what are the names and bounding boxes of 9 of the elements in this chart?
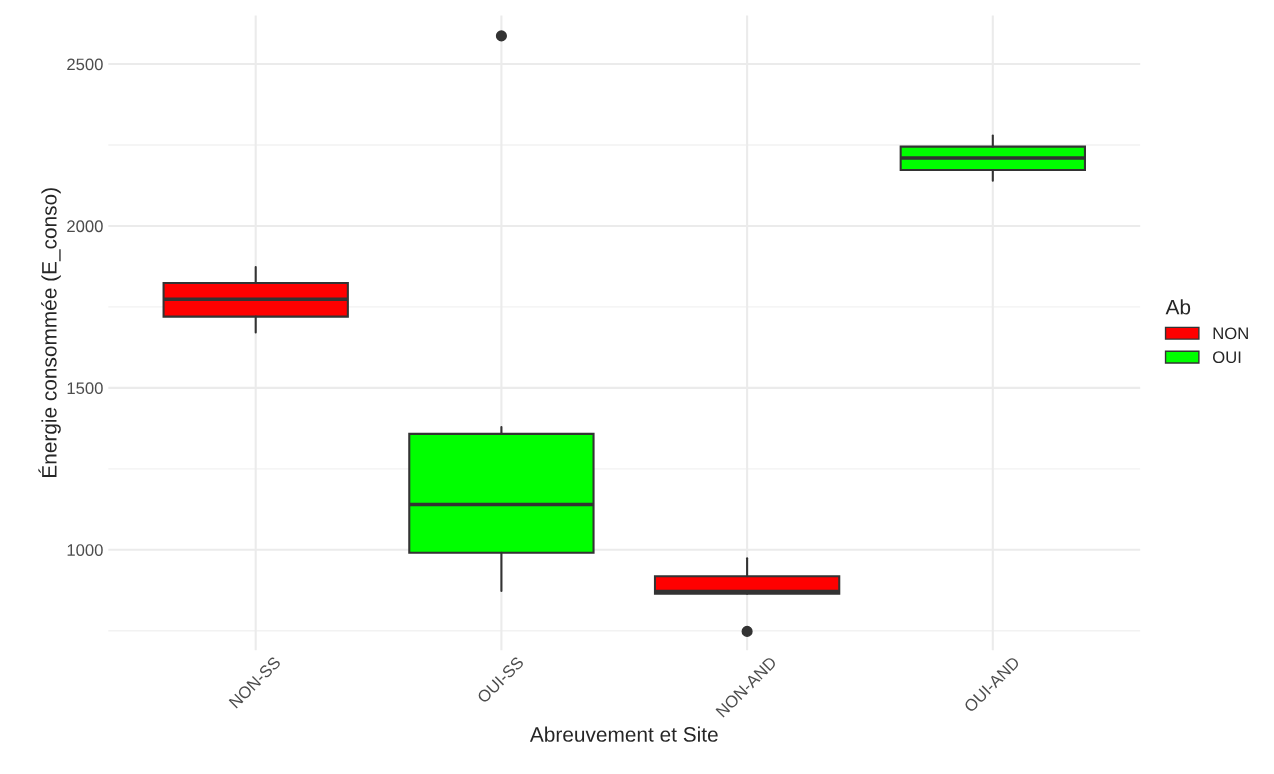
legend-label: OUI [1213,351,1241,364]
y-tick-label: 2500 [67,58,103,71]
y-tick-label: 1500 [67,382,103,395]
y-tick-label: 2000 [67,220,103,233]
legend-label: NON [1213,327,1248,340]
x-axis-title: Abreuvement et Site [529,726,718,742]
y-axis-title: Énergie consommée (E_conso) [38,188,61,478]
legend-title: Ab [1165,299,1191,315]
y-tick-label: 1000 [67,544,103,556]
